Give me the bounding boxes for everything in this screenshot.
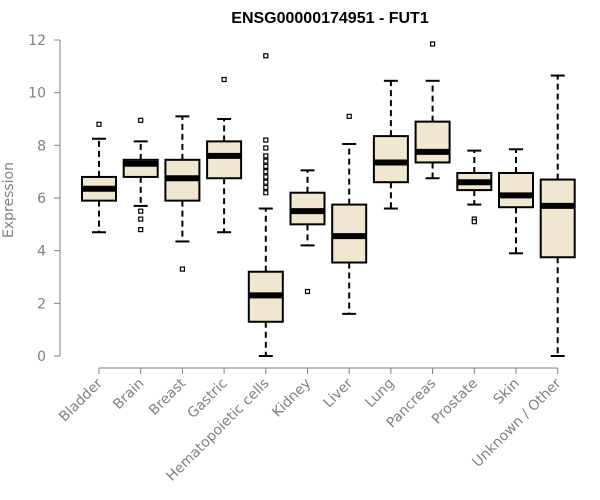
- box-group: [331, 113, 368, 315]
- box-iqr: [414, 120, 451, 164]
- y-tick-label: 4: [37, 244, 46, 260]
- x-tick-label: Breast: [146, 375, 190, 419]
- outlier-point: [471, 219, 477, 225]
- box-group: [456, 149, 493, 225]
- outlier-point: [138, 117, 144, 123]
- boxes: [81, 41, 576, 357]
- outlier-point: [263, 145, 269, 151]
- box-group: [539, 74, 576, 357]
- y-axis-label: Expression: [1, 162, 17, 238]
- outlier-point: [138, 208, 144, 214]
- box-group: [206, 76, 243, 234]
- x-tick-label: Prostate: [429, 376, 481, 428]
- outlier-point: [263, 137, 269, 143]
- box-iqr: [206, 140, 243, 180]
- box-iqr: [498, 171, 534, 209]
- outlier-point: [263, 153, 269, 159]
- y-tick-label: 0: [37, 349, 46, 365]
- box-group: [81, 121, 117, 234]
- x-tick-label: Liver: [320, 375, 356, 411]
- box-group: [372, 79, 409, 210]
- box-iqr: [372, 135, 409, 184]
- outlier-point: [263, 158, 269, 164]
- outlier-point: [263, 169, 269, 175]
- outlier-point: [138, 216, 144, 222]
- x-tick-label: Brain: [110, 376, 147, 413]
- outlier-point: [263, 174, 269, 180]
- y-tick-label: 2: [37, 296, 46, 312]
- x-tick-label: Lung: [362, 376, 397, 411]
- outlier-point: [430, 41, 436, 47]
- outlier-point: [304, 288, 311, 295]
- outlier-point: [263, 190, 269, 196]
- box-group: [247, 53, 284, 357]
- chart-title: ENSG00000174951 - FUT1: [231, 10, 429, 27]
- y-tick-label: 12: [28, 33, 46, 49]
- box-iqr: [539, 178, 576, 259]
- y-tick-label: 10: [28, 86, 46, 102]
- x-tick-label: Skin: [490, 376, 522, 408]
- box-group: [122, 117, 159, 233]
- outlier-point: [263, 53, 269, 59]
- box-group: [289, 169, 326, 295]
- outlier-point: [179, 266, 185, 272]
- outlier-point: [263, 184, 269, 191]
- y-axis: 0 2 4 6 8 10 12: [28, 33, 61, 365]
- box-group: [414, 41, 451, 180]
- outlier-point: [346, 113, 352, 119]
- y-tick-label: 8: [37, 138, 46, 154]
- outlier-point: [221, 76, 227, 83]
- x-tick-label: Kidney: [269, 376, 314, 421]
- box-group: [498, 148, 534, 255]
- x-tick-label: Bladder: [56, 375, 106, 425]
- outlier-point: [263, 163, 269, 169]
- y-tick-label: 6: [37, 191, 46, 207]
- outlier-point: [263, 179, 269, 185]
- outlier-point: [96, 121, 102, 127]
- box-group: [164, 115, 201, 272]
- outlier-point: [138, 227, 144, 233]
